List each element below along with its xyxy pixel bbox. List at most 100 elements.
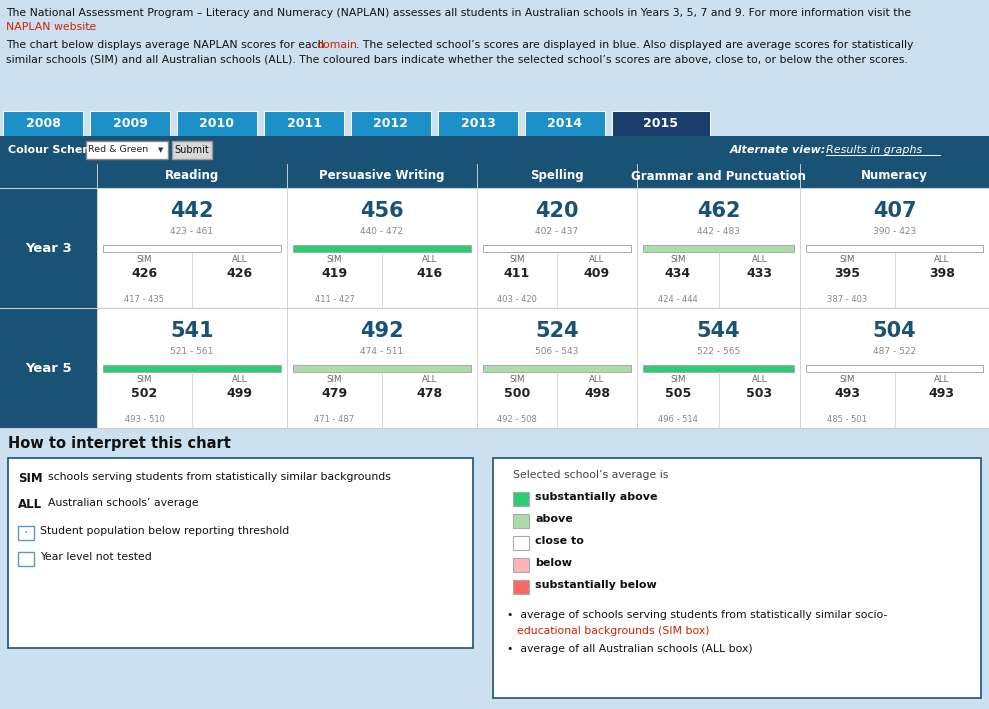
Text: 456: 456 xyxy=(360,201,404,220)
Text: 417 - 435: 417 - 435 xyxy=(125,295,164,304)
Text: ALL: ALL xyxy=(231,255,247,264)
Text: Reading: Reading xyxy=(165,169,220,182)
FancyBboxPatch shape xyxy=(493,458,981,698)
Text: 426: 426 xyxy=(132,267,157,280)
FancyBboxPatch shape xyxy=(513,492,529,506)
Text: 524: 524 xyxy=(535,320,579,341)
Text: 2009: 2009 xyxy=(113,117,147,130)
Text: 493: 493 xyxy=(835,387,860,401)
Text: 462: 462 xyxy=(696,201,740,220)
Text: 442 - 483: 442 - 483 xyxy=(697,227,740,235)
Text: substantially below: substantially below xyxy=(535,580,657,590)
Text: similar schools (SIM) and all Australian schools (ALL). The coloured bars indica: similar schools (SIM) and all Australian… xyxy=(6,54,908,64)
Text: 433: 433 xyxy=(747,267,772,280)
Text: domain: domain xyxy=(316,40,357,50)
Text: 426: 426 xyxy=(226,267,252,280)
Text: ALL: ALL xyxy=(752,376,766,384)
Text: SIM: SIM xyxy=(840,255,855,264)
Text: ALL: ALL xyxy=(589,255,604,264)
Text: Alternate view:: Alternate view: xyxy=(730,145,827,155)
Text: 522 - 565: 522 - 565 xyxy=(697,347,740,356)
Bar xyxy=(483,364,631,372)
Text: 487 - 522: 487 - 522 xyxy=(873,347,916,356)
Text: 521 - 561: 521 - 561 xyxy=(170,347,214,356)
Bar xyxy=(0,136,989,164)
Text: 403 - 420: 403 - 420 xyxy=(497,295,537,304)
Text: 500: 500 xyxy=(503,387,530,401)
Text: Year 5: Year 5 xyxy=(25,362,72,374)
Text: 485 - 501: 485 - 501 xyxy=(828,415,867,424)
FancyBboxPatch shape xyxy=(513,580,529,594)
Text: 478: 478 xyxy=(416,387,442,401)
Text: ALL: ALL xyxy=(422,255,437,264)
Text: Grammar and Punctuation: Grammar and Punctuation xyxy=(631,169,806,182)
Text: Year level not tested: Year level not tested xyxy=(40,552,151,562)
Text: SIM: SIM xyxy=(18,472,43,485)
Text: 398: 398 xyxy=(929,267,954,280)
Text: .: . xyxy=(88,22,91,32)
Text: Selected school’s average is: Selected school’s average is xyxy=(513,470,669,480)
Bar xyxy=(806,364,983,372)
Text: 502: 502 xyxy=(132,387,157,401)
Text: 2015: 2015 xyxy=(644,117,678,130)
FancyBboxPatch shape xyxy=(525,111,605,136)
Text: 440 - 472: 440 - 472 xyxy=(361,227,404,235)
Text: 434: 434 xyxy=(665,267,690,280)
FancyBboxPatch shape xyxy=(3,111,83,136)
FancyBboxPatch shape xyxy=(513,536,529,550)
Text: ALL: ALL xyxy=(231,376,247,384)
Text: 424 - 444: 424 - 444 xyxy=(658,295,697,304)
Text: ALL: ALL xyxy=(422,376,437,384)
Text: Persuasive Writing: Persuasive Writing xyxy=(319,169,445,182)
Text: ▼: ▼ xyxy=(158,147,163,153)
Bar xyxy=(293,245,471,252)
Text: 498: 498 xyxy=(584,387,610,401)
Text: 479: 479 xyxy=(321,387,347,401)
Text: 2011: 2011 xyxy=(287,117,321,130)
Text: ·: · xyxy=(24,526,29,540)
Text: 474 - 511: 474 - 511 xyxy=(360,347,404,356)
FancyBboxPatch shape xyxy=(172,141,212,159)
Text: 2014: 2014 xyxy=(548,117,583,130)
Text: below: below xyxy=(535,558,572,568)
Text: 504: 504 xyxy=(872,320,917,341)
Text: 423 - 461: 423 - 461 xyxy=(170,227,214,235)
FancyBboxPatch shape xyxy=(86,141,168,159)
Text: 411: 411 xyxy=(503,267,530,280)
Text: SIM: SIM xyxy=(670,255,685,264)
Text: SIM: SIM xyxy=(509,255,525,264)
Text: SIM: SIM xyxy=(326,376,342,384)
Text: Results in graphs: Results in graphs xyxy=(826,145,923,155)
Text: 493 - 510: 493 - 510 xyxy=(125,415,164,424)
Text: SIM: SIM xyxy=(326,255,342,264)
Text: 407: 407 xyxy=(872,201,916,220)
Text: 499: 499 xyxy=(226,387,252,401)
Text: 390 - 423: 390 - 423 xyxy=(873,227,916,235)
Text: Year 3: Year 3 xyxy=(25,242,72,255)
FancyBboxPatch shape xyxy=(612,111,710,136)
Text: 416: 416 xyxy=(416,267,442,280)
Bar xyxy=(643,364,794,372)
Text: 505: 505 xyxy=(665,387,691,401)
FancyBboxPatch shape xyxy=(513,514,529,528)
Text: 544: 544 xyxy=(696,320,741,341)
Text: SIM: SIM xyxy=(136,376,152,384)
Text: 496 - 514: 496 - 514 xyxy=(658,415,697,424)
FancyBboxPatch shape xyxy=(90,111,170,136)
Text: 492 - 508: 492 - 508 xyxy=(497,415,537,424)
Text: Submit: Submit xyxy=(175,145,210,155)
Text: SIM: SIM xyxy=(509,376,525,384)
Text: ALL: ALL xyxy=(752,255,766,264)
Text: 409: 409 xyxy=(584,267,610,280)
Text: substantially above: substantially above xyxy=(535,492,658,502)
Text: 2008: 2008 xyxy=(26,117,60,130)
Text: schools serving students from statistically similar backgrounds: schools serving students from statistica… xyxy=(48,472,391,482)
Text: 395: 395 xyxy=(835,267,860,280)
FancyBboxPatch shape xyxy=(8,458,473,648)
Bar xyxy=(103,364,281,372)
Text: ALL: ALL xyxy=(934,376,949,384)
Text: The chart below displays average NAPLAN scores for each: The chart below displays average NAPLAN … xyxy=(6,40,328,50)
Bar xyxy=(483,245,631,252)
Text: SIM: SIM xyxy=(136,255,152,264)
Text: Numeracy: Numeracy xyxy=(861,169,928,182)
